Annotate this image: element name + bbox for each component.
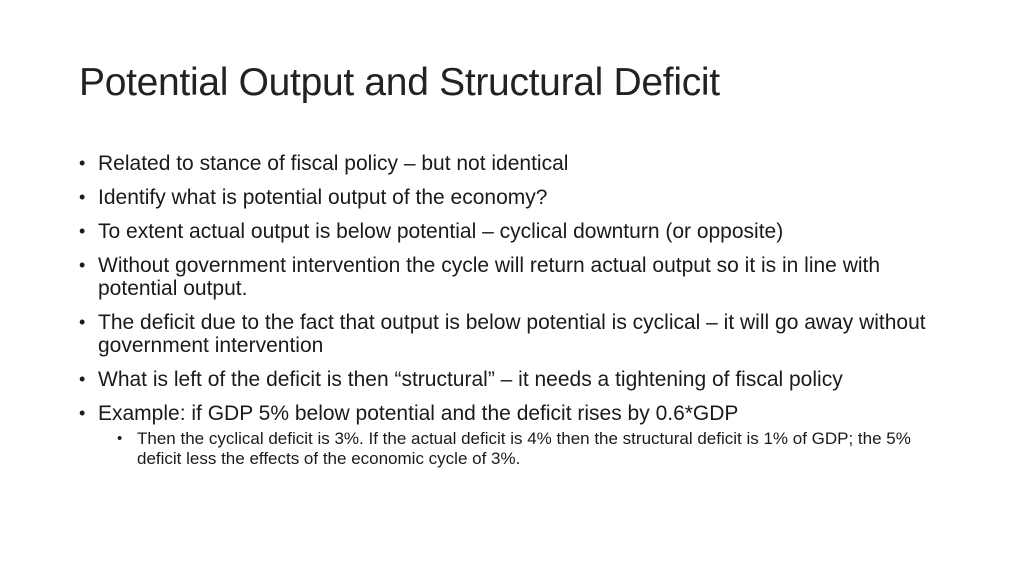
- bullet-text: Identify what is potential output of the…: [98, 186, 548, 209]
- slide-title: Potential Output and Structural Deficit: [79, 61, 720, 104]
- bullet-text: Related to stance of fiscal policy – but…: [98, 152, 569, 175]
- bullet-dot-icon: •: [79, 221, 86, 241]
- bullet-item: • What is left of the deficit is then “s…: [79, 368, 959, 391]
- bullet-dot-icon: •: [79, 403, 86, 423]
- bullet-item: • Related to stance of fiscal policy – b…: [79, 152, 959, 175]
- bullet-item: • Identify what is potential output of t…: [79, 186, 959, 209]
- sub-bullet-text: Then the cyclical deficit is 3%. If the …: [137, 429, 911, 468]
- bullet-text: What is left of the deficit is then “str…: [98, 368, 843, 391]
- bullet-text: Example: if GDP 5% below potential and t…: [98, 402, 739, 425]
- bullet-item: • The deficit due to the fact that outpu…: [79, 311, 959, 357]
- bullet-text: To extent actual output is below potenti…: [98, 220, 784, 243]
- bullet-dot-icon: •: [79, 187, 86, 207]
- bullet-dot-icon: •: [79, 255, 86, 275]
- bullet-item: • Example: if GDP 5% below potential and…: [79, 402, 959, 469]
- bullet-dot-icon: •: [117, 430, 123, 447]
- slide-body: • Related to stance of fiscal policy – b…: [79, 152, 959, 480]
- bullet-text: The deficit due to the fact that output …: [98, 311, 926, 357]
- bullet-text: Without government intervention the cycl…: [98, 254, 881, 300]
- bullet-item: • To extent actual output is below poten…: [79, 220, 959, 243]
- sub-bullet-list: • Then the cyclical deficit is 3%. If th…: [117, 429, 959, 469]
- bullet-item: • Without government intervention the cy…: [79, 254, 959, 300]
- sub-bullet-item: • Then the cyclical deficit is 3%. If th…: [117, 429, 959, 469]
- bullet-dot-icon: •: [79, 153, 86, 173]
- bullet-list: • Related to stance of fiscal policy – b…: [79, 152, 959, 469]
- bullet-dot-icon: •: [79, 312, 86, 332]
- bullet-dot-icon: •: [79, 369, 86, 389]
